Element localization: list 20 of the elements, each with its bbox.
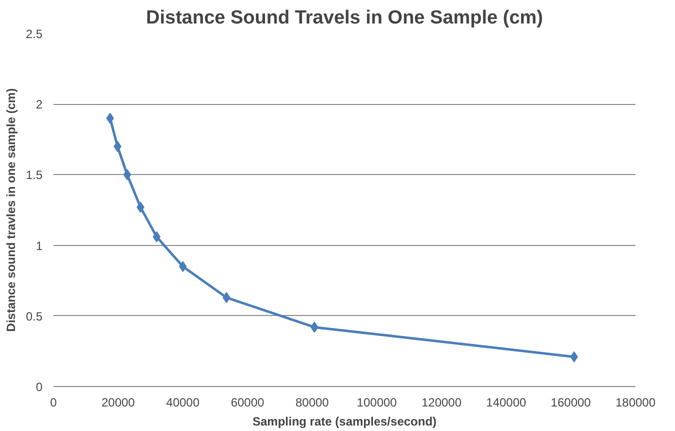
y-tick-label: 1.5 (26, 168, 43, 182)
x-tick-label: 0 (50, 396, 58, 410)
point (123, 169, 132, 180)
x-tick-label: 40000 (166, 396, 200, 410)
x-tick-label: 160000 (550, 396, 592, 410)
y-tick-label: 2.5 (26, 27, 43, 41)
x-tick-label: 140000 (486, 396, 527, 410)
x-tick-label: 20000 (101, 396, 136, 410)
y-tick-label: 0 (36, 380, 43, 394)
x-tick-label: 60000 (230, 396, 265, 410)
x-axis-title: Sampling rate (samples/second) (252, 414, 437, 428)
y-tick-label: 0.5 (26, 309, 43, 324)
y-axis-title: Distance sound travles in one sample (cm) (4, 88, 18, 332)
x-tick-label: 80000 (295, 396, 330, 410)
y-tick-label: 2 (36, 98, 43, 112)
x-tick-label: 180000 (615, 396, 656, 410)
chart-title: Distance Sound Travels in One Sample (cm) (146, 8, 544, 28)
x-tick-label: 120000 (421, 396, 462, 410)
y-tick-label: 1 (36, 238, 43, 253)
x-tick-label: 100000 (356, 396, 398, 410)
